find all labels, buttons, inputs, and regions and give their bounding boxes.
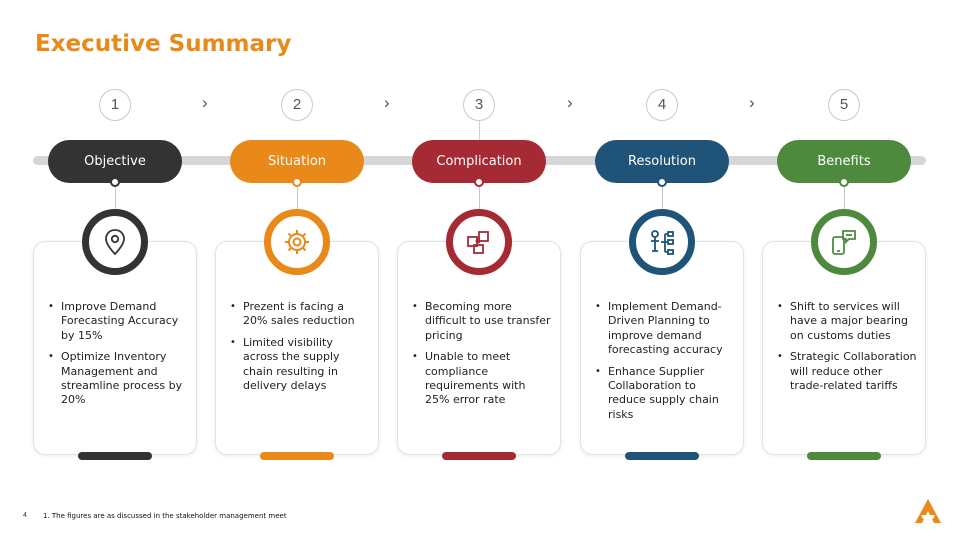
bullet-item: Improve Demand Forecasting Accuracy by 1… (47, 300, 189, 343)
card-accent-bar (807, 452, 881, 460)
timeline-dot (474, 177, 484, 187)
step-number-4: 4 (646, 89, 678, 121)
card-situation: Prezent is facing a 20% sales reduction … (215, 241, 379, 455)
step-number-2: 2 (281, 89, 313, 121)
bullet-item: Prezent is facing a 20% sales reduction (229, 300, 371, 329)
gear-icon (264, 209, 330, 275)
timeline-dot (292, 177, 302, 187)
card-accent-bar (625, 452, 699, 460)
stage-benefits: Benefits (777, 140, 911, 183)
bullet-item: Enhance Supplier Collaboration to reduce… (594, 365, 736, 423)
stage-situation: Situation (230, 140, 364, 183)
bullet-list: Shift to services will have a major bear… (776, 300, 918, 400)
logo-icon (914, 498, 942, 529)
card-accent-bar (260, 452, 334, 460)
stage-resolution: Resolution (595, 140, 729, 183)
bullet-item: Implement Demand-Driven Planning to impr… (594, 300, 736, 358)
footnote: 1. The figures are as discussed in the s… (43, 512, 287, 520)
chevron-right-icon: › (384, 93, 390, 112)
card-resolution: Implement Demand-Driven Planning to impr… (580, 241, 744, 455)
card-benefits: Shift to services will have a major bear… (762, 241, 926, 455)
step-number-1: 1 (99, 89, 131, 121)
stage-complication: Complication (412, 140, 546, 183)
bullet-item: Becoming more difficult to use transfer … (411, 300, 553, 343)
stage-objective: Objective (48, 140, 182, 183)
stem (297, 187, 298, 209)
bullet-list: Improve Demand Forecasting Accuracy by 1… (47, 300, 189, 415)
stem (479, 187, 480, 209)
page-number: 4 (23, 512, 27, 519)
stem (844, 187, 845, 209)
bullet-list: Prezent is facing a 20% sales reduction … (229, 300, 371, 400)
mobile-chat-icon (811, 209, 877, 275)
org-chart-icon (629, 209, 695, 275)
bullet-item: Optimize Inventory Management and stream… (47, 350, 189, 408)
timeline-dot (657, 177, 667, 187)
stem (662, 187, 663, 209)
card-complication: Becoming more difficult to use transfer … (397, 241, 561, 455)
connector-line (479, 121, 480, 140)
bullet-item: Strategic Collaboration will reduce othe… (776, 350, 918, 393)
puzzle-icon (446, 209, 512, 275)
timeline-dot (839, 177, 849, 187)
page-title: Executive Summary (35, 31, 292, 57)
timeline-dot (110, 177, 120, 187)
bullet-item: Limited visibility across the supply cha… (229, 336, 371, 394)
card-objective: Improve Demand Forecasting Accuracy by 1… (33, 241, 197, 455)
chevron-right-icon: › (202, 93, 208, 112)
location-pin-icon (82, 209, 148, 275)
step-number-3: 3 (463, 89, 495, 121)
bullet-list: Becoming more difficult to use transfer … (411, 300, 553, 415)
bullet-item: Shift to services will have a major bear… (776, 300, 918, 343)
stem (115, 187, 116, 209)
step-number-5: 5 (828, 89, 860, 121)
chevron-right-icon: › (567, 93, 573, 112)
bullet-list: Implement Demand-Driven Planning to impr… (594, 300, 736, 429)
bullet-item: Unable to meet compliance requirements w… (411, 350, 553, 408)
chevron-right-icon: › (749, 93, 755, 112)
card-accent-bar (78, 452, 152, 460)
card-accent-bar (442, 452, 516, 460)
